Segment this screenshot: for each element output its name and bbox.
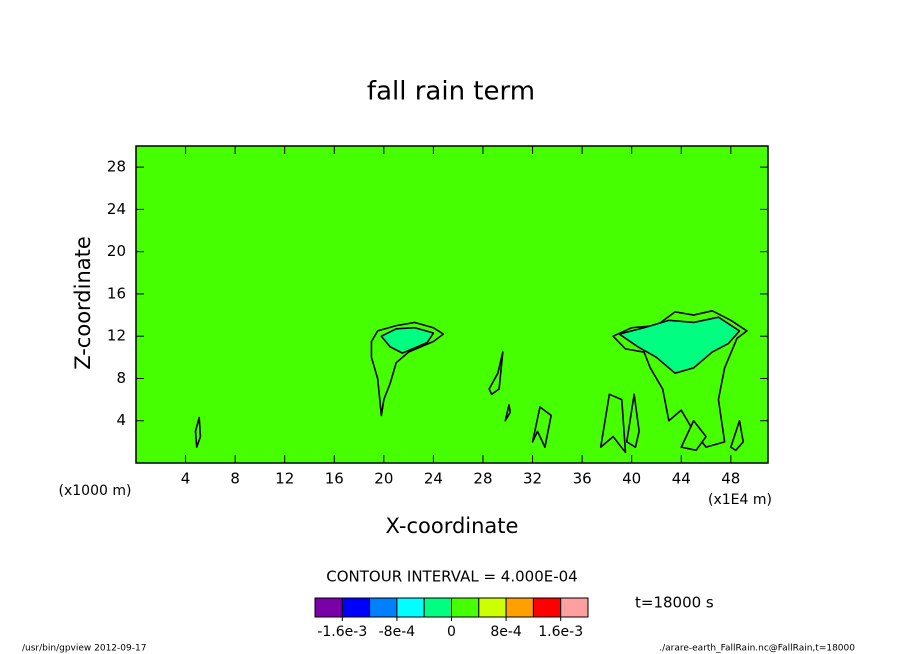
colorbar-tick-label: -8e-4	[379, 624, 416, 640]
colorbar-tick-label: 0	[447, 624, 456, 640]
colorbar-box	[478, 597, 507, 618]
colorbar-box	[314, 597, 343, 618]
x-tick-label: 28	[473, 470, 492, 488]
x-axis-label: X-coordinate	[386, 514, 519, 538]
chart-title: fall rain term	[367, 77, 535, 107]
contour-interval: CONTOUR INTERVAL = 4.000E-04	[326, 568, 577, 586]
contour	[730, 419, 745, 452]
x-tick-label: 48	[721, 470, 740, 488]
colorbar-box	[423, 597, 453, 618]
footer-left: /usr/bin/gpview 2012-09-17	[22, 644, 146, 654]
contour	[488, 351, 504, 396]
y-tick-label: 12	[107, 327, 126, 345]
x-unit: (x1E4 m)	[708, 492, 772, 508]
colorbar-box	[341, 597, 371, 618]
contour	[504, 404, 512, 422]
y-tick-label: 24	[107, 200, 126, 218]
x-tick-label: 36	[573, 470, 592, 488]
contour	[380, 326, 435, 354]
x-tick-label: 40	[622, 470, 641, 488]
y-tick-label: 4	[116, 411, 126, 429]
contour	[618, 316, 741, 374]
y-unit: (x1000 m)	[59, 483, 132, 499]
contour	[531, 406, 552, 448]
x-tick-label: 12	[275, 470, 294, 488]
time-label: t=18000 s	[635, 594, 714, 612]
colorbar-box	[532, 597, 562, 618]
colorbar-tick-label: 1.6e-3	[538, 624, 583, 640]
colorbar-tick-label: 8e-4	[490, 624, 522, 640]
colorbar-box	[369, 597, 398, 618]
y-tick-label: 8	[116, 369, 126, 387]
contour	[625, 393, 640, 448]
colorbar-tick-label: -1.6e-3	[317, 624, 367, 640]
x-tick-label: 24	[424, 470, 443, 488]
contour	[680, 419, 707, 452]
y-tick-label: 28	[107, 158, 126, 176]
plot-frame	[135, 145, 769, 464]
footer-right: ./arare-earth_FallRain.nc@FallRain,t=180…	[659, 644, 855, 654]
contour	[599, 393, 627, 454]
x-tick-label: 16	[325, 470, 344, 488]
y-axis-label: Z-coordinate	[71, 236, 95, 370]
y-tick-label: 16	[107, 284, 126, 302]
x-tick-label: 20	[374, 470, 393, 488]
x-tick-label: 32	[523, 470, 542, 488]
x-tick-label: 44	[672, 470, 691, 488]
x-tick-label: 8	[230, 470, 240, 488]
colorbar-box	[505, 597, 534, 618]
contour	[194, 416, 202, 448]
colorbar-box	[396, 597, 425, 618]
field-background	[136, 146, 768, 463]
colorbar-box	[560, 597, 589, 618]
x-tick-label: 4	[181, 470, 191, 488]
colorbar-box	[451, 597, 480, 618]
y-tick-label: 20	[107, 242, 126, 260]
